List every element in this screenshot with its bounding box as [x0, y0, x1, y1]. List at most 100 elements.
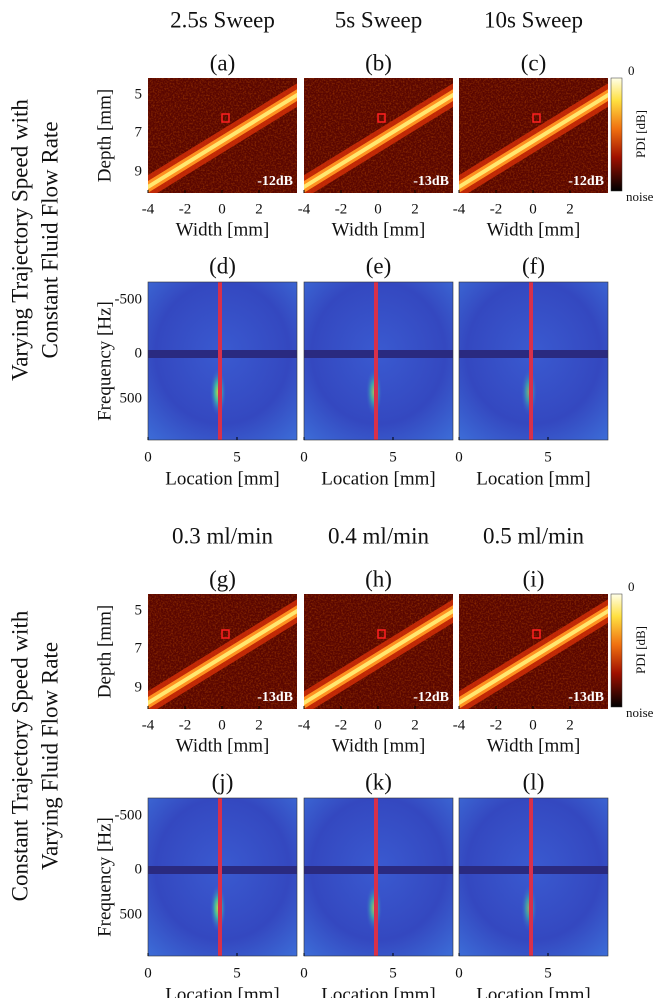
panel-label: (c) — [521, 50, 547, 75]
dc-band — [148, 866, 297, 874]
y-axis-label: Depth [mm] — [94, 605, 115, 698]
colorbar — [610, 593, 623, 708]
db-label: -13dB — [568, 690, 604, 705]
spectrum-background — [304, 282, 453, 440]
vessel-core — [148, 92, 297, 190]
pdi-image — [459, 78, 608, 193]
x-tick-label: 0 — [144, 449, 152, 465]
colorbar-top: 0 — [628, 579, 635, 594]
panel-label: (g) — [209, 566, 236, 591]
x-tick-label: 5 — [233, 965, 241, 981]
x-axis-label: Location [mm] — [321, 468, 436, 489]
frame — [303, 281, 454, 441]
x-tick-label: -4 — [142, 201, 155, 217]
x-tick-label: -4 — [453, 201, 466, 217]
x-tick-label: -2 — [335, 717, 348, 733]
side-label: Constant Trajectory Speed with — [7, 610, 32, 901]
y-tick-label: 7 — [135, 640, 143, 656]
x-tick-label: 0 — [455, 449, 463, 465]
y-tick-label: -500 — [115, 807, 143, 823]
x-tick-label: 5 — [544, 965, 552, 981]
frame — [147, 797, 298, 957]
x-axis-label: Width [mm] — [487, 735, 581, 756]
x-axis-label: Width [mm] — [176, 219, 270, 240]
x-tick-label: 0 — [300, 449, 308, 465]
column-title: 2.5s Sweep — [170, 7, 275, 32]
db-label: -12dB — [568, 174, 604, 189]
x-tick-label: -2 — [490, 717, 503, 733]
roi-box — [221, 113, 230, 123]
x-axis-label: Location [mm] — [476, 984, 591, 998]
dc-band — [459, 866, 608, 874]
x-tick-label: 0 — [374, 201, 382, 217]
dc-band — [304, 350, 453, 358]
column-title: 0.5 ml/min — [483, 523, 584, 548]
frame — [458, 797, 609, 957]
db-label: -12dB — [413, 690, 449, 705]
panel-label: (e) — [366, 253, 392, 278]
x-tick-label: -4 — [298, 201, 311, 217]
location-line — [218, 798, 222, 956]
x-tick-label: 5 — [544, 449, 552, 465]
side-label: Constant Fluid Flow Rate — [37, 121, 62, 358]
colorbar-label: PDI [dB] — [633, 626, 648, 674]
x-tick-label: 0 — [218, 717, 226, 733]
frame — [303, 797, 454, 957]
y-tick-label: 7 — [135, 124, 143, 140]
colorbar-label: PDI [dB] — [633, 110, 648, 158]
y-tick-label: -500 — [115, 291, 143, 307]
colorbar-bottom: noise — [626, 705, 654, 720]
y-tick-label: 0 — [135, 861, 143, 877]
colorbar-top: 0 — [628, 63, 635, 78]
x-axis-label: Location [mm] — [476, 468, 591, 489]
location-line — [374, 282, 378, 440]
side-label: Varying Trajectory Speed with — [7, 99, 32, 381]
y-tick-label: 500 — [120, 906, 143, 922]
y-tick-label: 5 — [135, 86, 143, 102]
db-label: -13dB — [257, 690, 293, 705]
y-tick-label: 500 — [120, 390, 143, 406]
y-axis-label: Frequency [Hz] — [94, 817, 115, 937]
x-tick-label: -2 — [179, 201, 192, 217]
x-tick-label: 5 — [389, 449, 397, 465]
column-title: 5s Sweep — [335, 7, 423, 32]
x-tick-label: 2 — [255, 201, 263, 217]
x-tick-label: 2 — [566, 717, 574, 733]
x-axis-label: Width [mm] — [176, 735, 270, 756]
x-tick-label: 0 — [144, 965, 152, 981]
spectrum-background — [304, 798, 453, 956]
dc-band — [148, 350, 297, 358]
x-tick-label: 2 — [566, 201, 574, 217]
x-tick-label: -4 — [453, 717, 466, 733]
panel-label: (k) — [365, 769, 392, 794]
y-tick-label: 9 — [135, 163, 143, 179]
x-tick-label: 0 — [374, 717, 382, 733]
x-tick-label: 0 — [218, 201, 226, 217]
x-axis-label: Width [mm] — [332, 735, 426, 756]
dc-band — [304, 866, 453, 874]
location-line — [529, 282, 533, 440]
x-axis-label: Location [mm] — [321, 984, 436, 998]
vessel-core — [148, 608, 297, 706]
x-tick-label: -2 — [179, 717, 192, 733]
x-tick-label: 2 — [411, 201, 419, 217]
x-tick-label: -4 — [298, 717, 311, 733]
roi-box — [532, 629, 541, 639]
x-tick-label: 2 — [411, 717, 419, 733]
x-tick-label: 5 — [233, 449, 241, 465]
x-axis-label: Location [mm] — [165, 468, 280, 489]
x-axis-label: Location [mm] — [165, 984, 280, 998]
db-label: -13dB — [413, 174, 449, 189]
x-tick-label: -2 — [490, 201, 503, 217]
x-tick-label: 0 — [529, 717, 537, 733]
x-axis-label: Width [mm] — [487, 219, 581, 240]
panel-label: (h) — [365, 566, 392, 591]
panel-label: (l) — [523, 769, 545, 794]
x-tick-label: 0 — [529, 201, 537, 217]
vessel-core — [304, 608, 453, 706]
panel-label: (a) — [210, 50, 236, 75]
roi-box — [377, 113, 386, 123]
y-tick-label: 0 — [135, 345, 143, 361]
panel-label: (j) — [212, 769, 234, 794]
